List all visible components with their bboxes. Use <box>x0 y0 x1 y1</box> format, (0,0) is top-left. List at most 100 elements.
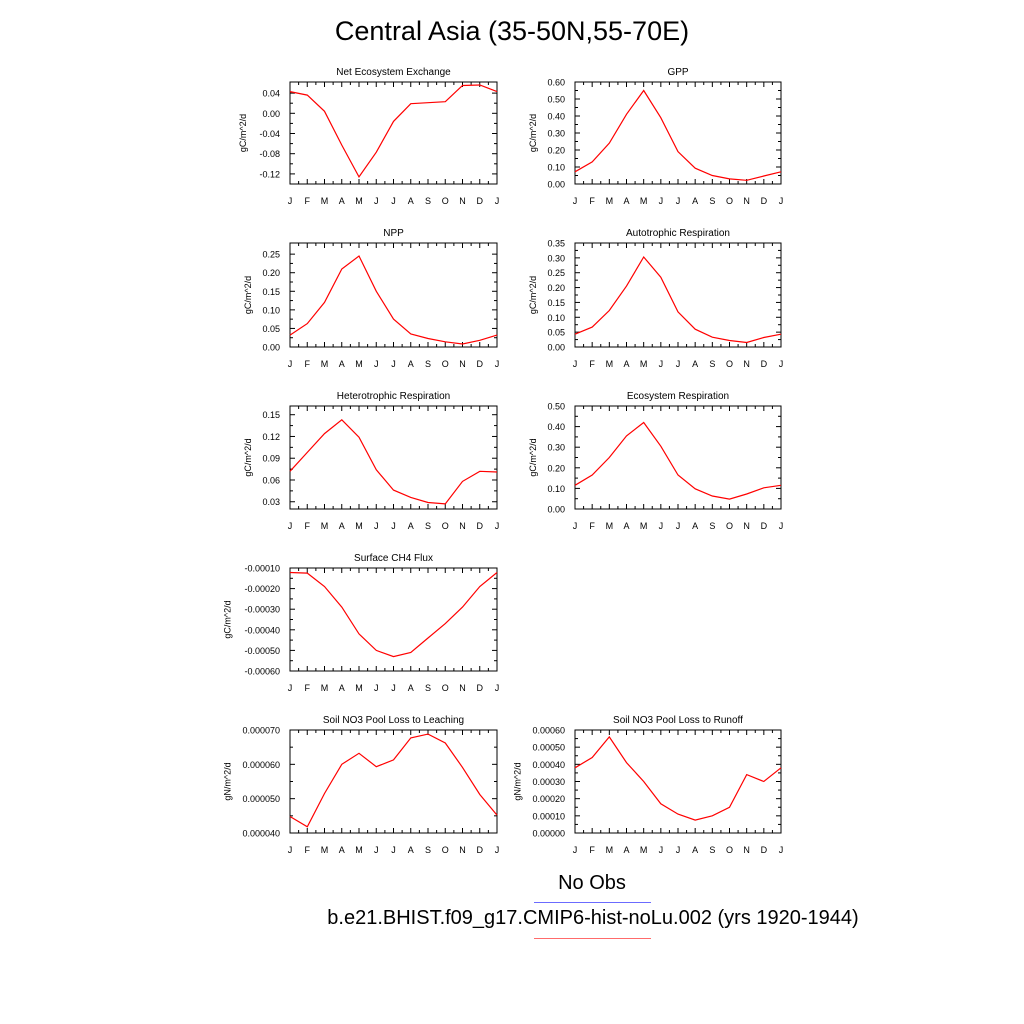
y-tick-label: -0.00050 <box>244 646 280 656</box>
x-tick-label: J <box>391 845 396 855</box>
x-tick-label: M <box>355 359 363 369</box>
y-tick-label: 0.10 <box>547 313 565 323</box>
y-tick-label: 0.00050 <box>532 743 565 753</box>
series-line <box>574 421 782 500</box>
plot-frame <box>289 729 498 834</box>
y-tick-label: 0.35 <box>547 239 565 249</box>
y-tick-label: 0.40 <box>547 422 565 432</box>
y-tick-label: 0.60 <box>547 78 565 88</box>
x-tick-label: J <box>288 196 293 206</box>
x-tick-label: F <box>305 683 311 693</box>
y-tick-label: 0.30 <box>547 129 565 139</box>
y-tick-label: -0.00060 <box>244 667 280 677</box>
y-tick-label: 0.50 <box>547 402 565 412</box>
x-tick-label: M <box>640 521 648 531</box>
x-tick-label: M <box>606 359 614 369</box>
x-tick-label: N <box>459 521 466 531</box>
x-tick-label: O <box>442 845 449 855</box>
x-tick-label: M <box>640 845 648 855</box>
legend-model-line <box>534 938 651 939</box>
y-tick-label: 0.25 <box>547 268 565 278</box>
chart-title: GPP <box>667 67 688 78</box>
x-tick-label: J <box>288 845 293 855</box>
x-tick-label: F <box>589 521 595 531</box>
y-tick-label: 0.09 <box>262 454 280 464</box>
x-tick-label: D <box>761 359 768 369</box>
x-tick-label: J <box>659 196 664 206</box>
x-tick-label: A <box>692 196 698 206</box>
x-tick-label: M <box>321 845 329 855</box>
x-tick-label: N <box>459 845 466 855</box>
x-tick-label: F <box>589 845 595 855</box>
x-tick-label: M <box>606 196 614 206</box>
legend-obs-label: No Obs <box>558 872 626 894</box>
x-tick-label: J <box>374 196 379 206</box>
chart-panel: J F M A M J J A S O N D J-0.00010-0.00020-0.00030-0.… <box>222 553 499 693</box>
x-tick-label: J <box>779 359 784 369</box>
y-axis-label: gC/m^2/d <box>528 276 538 314</box>
chart-panel: J F M A M J J A S O N D J0.000000.000100.000200.0003… <box>513 715 784 855</box>
series-line <box>289 418 498 505</box>
x-tick-label: O <box>442 359 449 369</box>
y-axis-label: gN/m^2/d <box>222 762 232 800</box>
x-tick-label: A <box>408 845 414 855</box>
x-tick-label: A <box>692 359 698 369</box>
chart-panel: J F M A M J J A S O N D J0.030.060.090.120.15Heterot… <box>243 391 499 531</box>
y-tick-label: -0.00020 <box>244 584 280 594</box>
y-axis-label: gN/m^2/d <box>513 762 523 800</box>
y-tick-label: 0.30 <box>547 253 565 263</box>
chart-title: Surface CH4 Flux <box>354 553 433 564</box>
x-tick-label: N <box>459 683 466 693</box>
chart-panel: J F M A M J J A S O N D J0.0000400.0000500.0000600.0… <box>222 715 499 855</box>
x-tick-label: J <box>495 359 500 369</box>
x-tick-label: D <box>761 521 768 531</box>
x-tick-label: F <box>305 359 311 369</box>
x-tick-label: J <box>391 196 396 206</box>
y-tick-label: 0.15 <box>262 410 280 420</box>
x-tick-label: O <box>442 196 449 206</box>
x-tick-label: N <box>743 521 750 531</box>
x-tick-label: A <box>339 359 345 369</box>
y-tick-label: 0.000040 <box>242 829 280 839</box>
series-line <box>574 255 782 344</box>
y-axis-label: gC/m^2/d <box>222 600 232 638</box>
x-tick-label: A <box>692 521 698 531</box>
y-tick-label: 0.10 <box>262 305 280 315</box>
x-tick-label: S <box>425 683 431 693</box>
x-tick-label: J <box>391 359 396 369</box>
x-tick-label: J <box>676 845 681 855</box>
chart-title: Heterotrophic Respiration <box>337 391 450 402</box>
x-tick-label: J <box>391 521 396 531</box>
x-tick-label: A <box>408 683 414 693</box>
series-line <box>289 255 498 345</box>
series-line <box>574 89 782 181</box>
x-tick-label: M <box>321 683 329 693</box>
x-tick-label: D <box>477 359 484 369</box>
x-tick-label: N <box>459 196 466 206</box>
plot-frame <box>289 242 498 348</box>
x-tick-label: M <box>640 359 648 369</box>
x-tick-label: J <box>779 845 784 855</box>
x-tick-label: J <box>495 521 500 531</box>
x-tick-label: M <box>321 359 329 369</box>
plot-frame <box>574 405 782 510</box>
x-tick-label: J <box>374 521 379 531</box>
x-tick-label: A <box>623 196 629 206</box>
x-tick-label: F <box>305 845 311 855</box>
chart-title: Soil NO3 Pool Loss to Runoff <box>613 715 743 726</box>
y-tick-label: 0.10 <box>547 163 565 173</box>
chart-title: NPP <box>383 228 404 239</box>
x-tick-label: F <box>589 196 595 206</box>
y-tick-label: 0.04 <box>262 89 280 99</box>
x-tick-label: A <box>408 196 414 206</box>
x-tick-label: J <box>573 196 578 206</box>
x-tick-label: A <box>339 521 345 531</box>
x-tick-label: S <box>425 521 431 531</box>
x-tick-label: A <box>408 359 414 369</box>
x-tick-label: M <box>355 845 363 855</box>
plot-frame <box>289 81 498 185</box>
x-tick-label: J <box>288 359 293 369</box>
y-axis-label: gC/m^2/d <box>243 276 253 314</box>
x-tick-label: F <box>305 196 311 206</box>
x-tick-label: N <box>459 359 466 369</box>
